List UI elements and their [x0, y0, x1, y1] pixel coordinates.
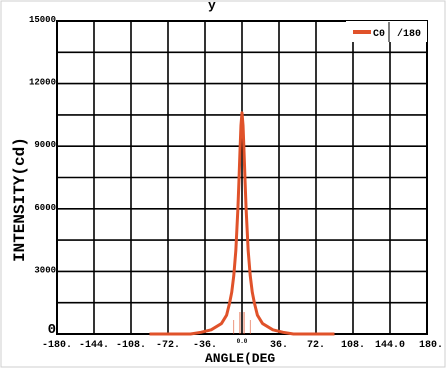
legend-label-c0: C0 — [373, 29, 385, 40]
x-tick-label: -180. — [42, 340, 72, 351]
x-tick-label: 0.0 — [237, 338, 248, 345]
x-tick-label: 144.0 — [375, 340, 405, 351]
y-tick-label: 12000 — [29, 78, 56, 88]
x-tick-labels: -180. -144. -108. -72. -36. 0.0 36. 72. 108. 144.… — [42, 338, 443, 351]
legend-label-extra: /180 — [397, 28, 421, 40]
x-tick-label: -72. — [156, 340, 180, 351]
x-tick-label: 108. — [341, 340, 365, 351]
y-tick-label: 15000 — [29, 15, 56, 25]
x-tick-label: -108. — [116, 340, 146, 351]
chart-title-fragment: y — [208, 0, 216, 13]
y-tick-label: 0 — [48, 322, 56, 338]
y-tick-label: 3000 — [34, 265, 56, 275]
y-tick-label: 6000 — [34, 203, 56, 213]
center-marker-lines — [233, 312, 251, 334]
x-tick-label: 180. — [419, 340, 443, 351]
legend: C0 /180 — [346, 21, 427, 42]
grid-lines — [57, 21, 427, 334]
x-tick-label: -36. — [193, 340, 217, 351]
x-tick-label: 72. — [307, 340, 325, 351]
y-axis-label: INTENSITY(cd) — [11, 137, 29, 262]
series-layer — [149, 111, 335, 336]
x-tick-label: 36. — [270, 340, 288, 351]
y-tick-labels: 0 3000 6000 9000 12000 15000 — [29, 15, 56, 338]
x-tick-label: -144. — [79, 340, 109, 351]
legend-box — [346, 21, 427, 42]
y-tick-label: 9000 — [34, 140, 56, 150]
series-line-c0 — [149, 111, 335, 336]
x-axis-label: ANGLE(DEG — [205, 351, 275, 366]
